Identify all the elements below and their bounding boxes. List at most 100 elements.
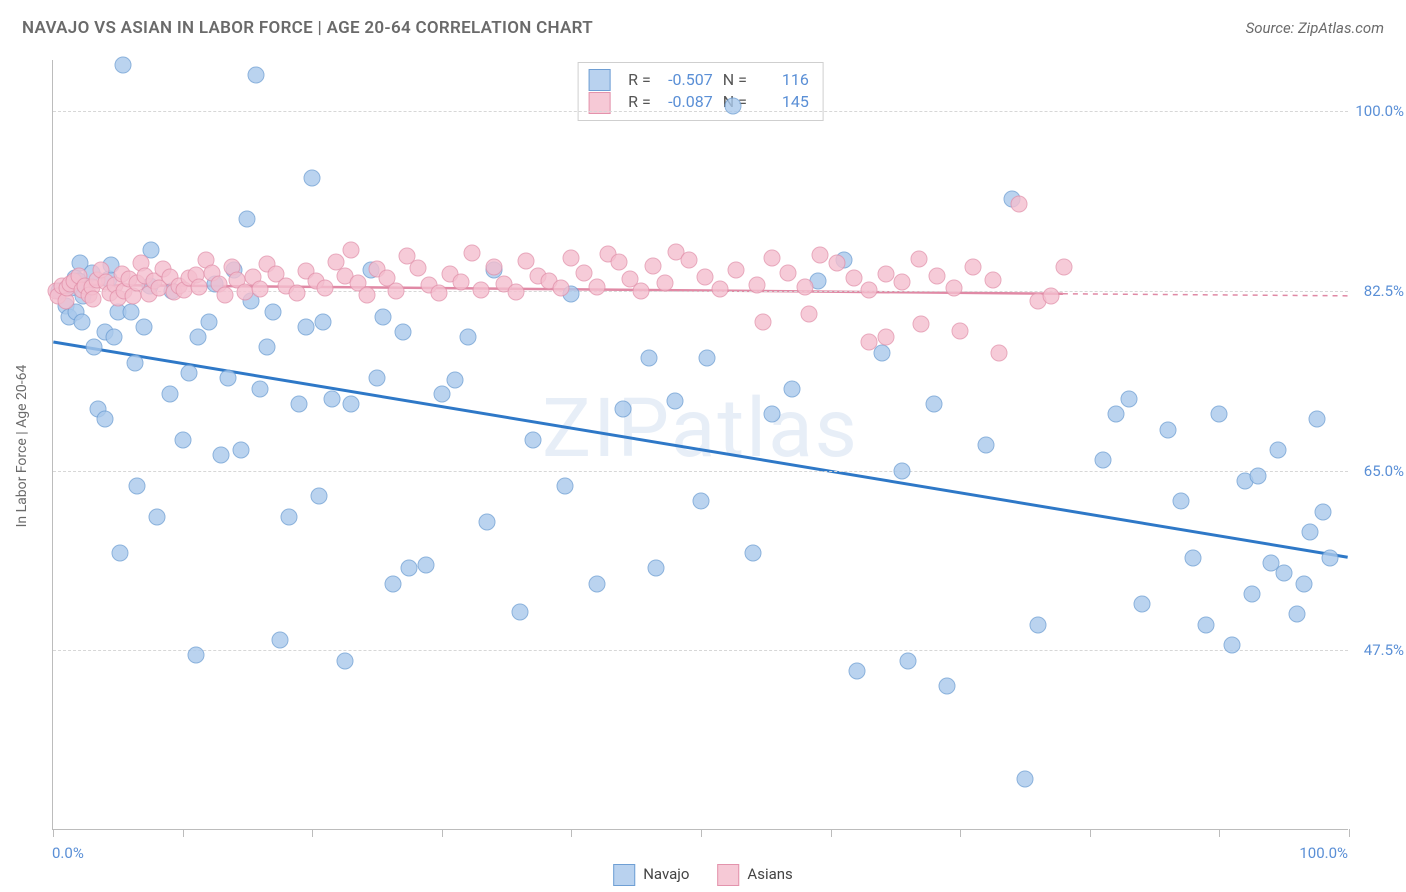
dot-asian	[861, 281, 878, 298]
dot-navajo	[248, 67, 265, 84]
dot-asian	[317, 279, 334, 296]
dot-navajo	[725, 98, 742, 115]
dot-asian	[812, 247, 829, 264]
x-tick	[442, 829, 443, 837]
dot-navajo	[1172, 493, 1189, 510]
dot-asian	[410, 260, 427, 277]
legend-item-asian: Asians	[717, 864, 792, 886]
dot-navajo	[239, 211, 256, 228]
plot-area: ZIPatlas R = -0.507 N = 116 R = -0.087 N…	[52, 60, 1348, 830]
dot-navajo	[174, 431, 191, 448]
dot-navajo	[1029, 616, 1046, 633]
dot-asian	[343, 241, 360, 258]
x-tick	[1090, 829, 1091, 837]
dot-asian	[576, 264, 593, 281]
dot-asian	[563, 250, 580, 267]
dot-asian	[829, 255, 846, 272]
legend-label-navajo: Navajo	[643, 865, 689, 883]
swatch-navajo	[613, 864, 635, 886]
dot-navajo	[343, 395, 360, 412]
dot-asian	[589, 278, 606, 295]
dot-asian	[910, 251, 927, 268]
x-tick	[571, 829, 572, 837]
dot-asian	[507, 284, 524, 301]
x-tick	[960, 829, 961, 837]
dot-navajo	[1243, 585, 1260, 602]
dot-asian	[952, 323, 969, 340]
dot-navajo	[129, 478, 146, 495]
dot-navajo	[667, 392, 684, 409]
dot-asian	[645, 258, 662, 275]
dot-navajo	[1321, 549, 1338, 566]
dot-navajo	[479, 514, 496, 531]
dot-asian	[553, 279, 570, 296]
dot-navajo	[1315, 503, 1332, 520]
dot-navajo	[459, 329, 476, 346]
dot-asian	[518, 253, 535, 270]
dot-navajo	[511, 604, 528, 621]
dot-asian	[453, 273, 470, 290]
dot-navajo	[112, 544, 129, 561]
dot-navajo	[1289, 606, 1306, 623]
dot-navajo	[893, 462, 910, 479]
legend-n-value-navajo: 116	[757, 69, 809, 91]
dot-asian	[611, 254, 628, 271]
x-tick-label: 0.0%	[52, 844, 84, 862]
dot-navajo	[1269, 442, 1286, 459]
y-tick-label: 100.0%	[1355, 102, 1404, 120]
dot-navajo	[418, 557, 435, 574]
dot-asian	[764, 250, 781, 267]
dot-navajo	[1107, 406, 1124, 423]
dot-asian	[928, 267, 945, 284]
dot-navajo	[336, 652, 353, 669]
dot-asian	[748, 276, 765, 293]
dot-navajo	[304, 170, 321, 187]
legend-r-label: R =	[628, 69, 651, 91]
y-axis-title: In Labor Force | Age 20-64	[14, 365, 30, 528]
dot-navajo	[1224, 637, 1241, 654]
dot-navajo	[1159, 421, 1176, 438]
dot-navajo	[187, 647, 204, 664]
x-tick	[831, 829, 832, 837]
dot-navajo	[291, 395, 308, 412]
dot-asian	[755, 313, 772, 330]
x-tick	[1219, 829, 1220, 837]
source-attribution: Source: ZipAtlas.com	[1246, 19, 1384, 37]
dot-asian	[217, 287, 234, 304]
dot-navajo	[848, 662, 865, 679]
dot-asian	[681, 252, 698, 269]
dot-asian	[431, 285, 448, 302]
dot-asian	[696, 268, 713, 285]
x-tick	[312, 829, 313, 837]
legend-n-label: N =	[723, 69, 747, 91]
dot-navajo	[900, 652, 917, 669]
dot-navajo	[126, 354, 143, 371]
dot-asian	[878, 265, 895, 282]
dot-navajo	[105, 329, 122, 346]
dot-asian	[796, 278, 813, 295]
dot-navajo	[252, 380, 269, 397]
dot-asian	[463, 245, 480, 262]
legend-r-value-navajo: -0.507	[661, 69, 713, 91]
dot-asian	[1042, 288, 1059, 305]
dot-navajo	[161, 385, 178, 402]
dot-navajo	[148, 508, 165, 525]
swatch-navajo	[588, 69, 610, 91]
dot-navajo	[589, 575, 606, 592]
x-tick	[1349, 829, 1350, 837]
dot-navajo	[114, 57, 131, 74]
dot-navajo	[200, 313, 217, 330]
dot-asian	[472, 281, 489, 298]
dot-asian	[845, 269, 862, 286]
dot-asian	[965, 259, 982, 276]
dot-asian	[712, 280, 729, 297]
dot-navajo	[181, 365, 198, 382]
x-tick-label: 100.0%	[1299, 844, 1348, 862]
dot-asian	[861, 334, 878, 351]
dot-asian	[633, 283, 650, 300]
dot-asian	[656, 274, 673, 291]
dot-navajo	[190, 329, 207, 346]
legend-label-asian: Asians	[747, 865, 792, 883]
dot-navajo	[86, 339, 103, 356]
dot-asian	[485, 259, 502, 276]
